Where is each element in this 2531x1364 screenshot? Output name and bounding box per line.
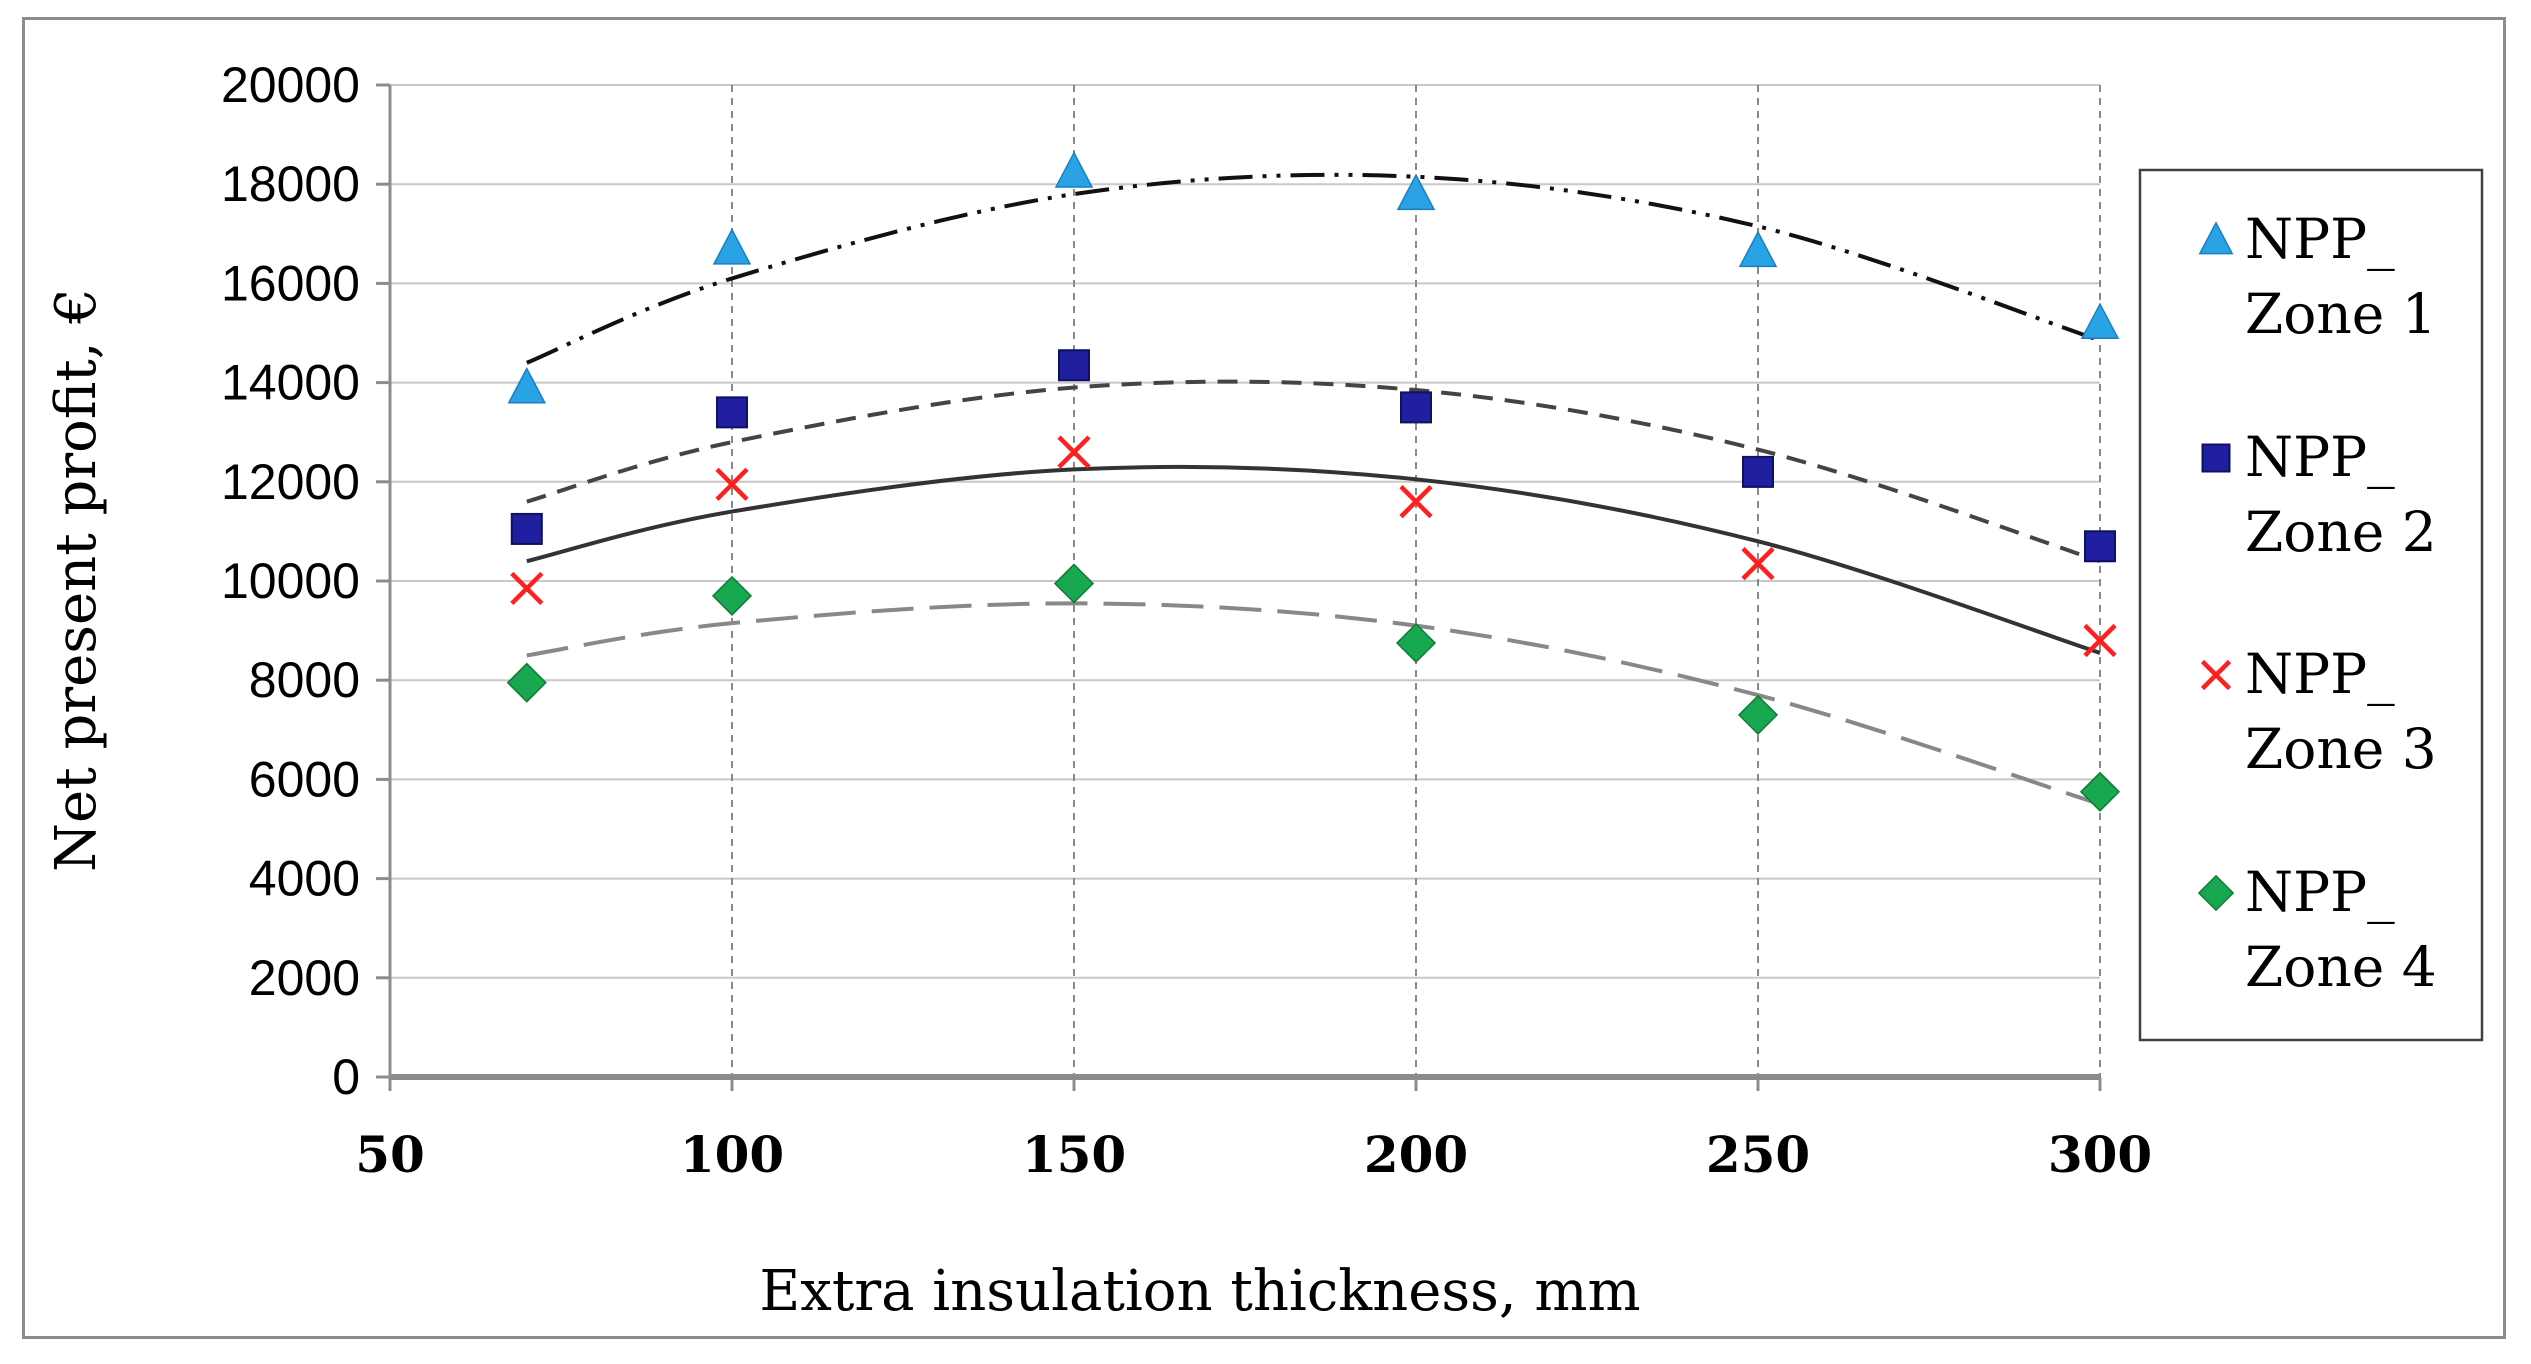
- point-zone-1: [1738, 230, 1778, 268]
- legend: NPP_ Zone 1 NPP_ Zone 2 NPP_ Zone 3 NPP_ Zone 4: [2138, 168, 2484, 1042]
- point-zone-3: [510, 571, 544, 606]
- point-zone-4: [1737, 694, 1779, 735]
- chart-frame: [22, 17, 2506, 1339]
- legend-label-line2: Zone 4: [2245, 935, 2437, 999]
- legend-label-line2: Zone 2: [2245, 500, 2437, 564]
- point-zone-4: [1395, 622, 1437, 664]
- trendline-zone-4: [526, 601, 2101, 807]
- legend-label-line1: NPP_: [2245, 642, 2395, 706]
- point-zone-1: [2080, 302, 2120, 340]
- data-markers: [506, 151, 2121, 812]
- trendline-zone-3: [526, 464, 2101, 655]
- y-tick-label: 14000: [221, 355, 360, 411]
- y-tick-label: 2000: [249, 950, 360, 1006]
- x-tick-label: 200: [1364, 1125, 1468, 1184]
- y-tick-label: 20000: [221, 57, 360, 113]
- legend-label-line1: NPP_: [2245, 860, 2395, 924]
- point-zone-1: [712, 228, 752, 265]
- point-zone-4: [1053, 563, 1095, 604]
- point-zone-3: [1741, 547, 1775, 581]
- point-zone-3: [2083, 623, 2117, 658]
- point-zone-3: [1057, 435, 1091, 469]
- point-zone-4: [711, 575, 753, 616]
- y-tick-label: 8000: [249, 652, 360, 708]
- point-zone-4: [506, 662, 547, 703]
- legend-marker-zone-3: [2200, 659, 2232, 691]
- trendline-zone-1: [526, 172, 2101, 365]
- y-tick-label: 10000: [221, 553, 360, 609]
- point-zone-1: [1396, 173, 1436, 211]
- axes: [376, 83, 2102, 1091]
- legend-marker-zone-4: [2197, 874, 2235, 912]
- y-tick-label: 18000: [221, 156, 360, 212]
- point-zone-2: [716, 396, 748, 429]
- tick-labels: 0 2000 4000 6000 8000 10000 12000 14000 16000 180…: [221, 57, 2152, 1184]
- legend-marker-zone-2: [2201, 443, 2231, 473]
- trendlines: [526, 172, 2101, 807]
- point-zone-1: [507, 366, 547, 404]
- point-zone-2: [1742, 455, 1774, 488]
- y-tick-label: 0: [332, 1049, 360, 1105]
- grid: [390, 84, 2101, 1077]
- legend-marker-zone-1: [2198, 221, 2234, 255]
- point-zone-2: [1058, 349, 1090, 382]
- point-zone-3: [1399, 485, 1433, 519]
- y-axis-title: Net present profit, €: [44, 288, 109, 872]
- trendline-zone-2: [526, 379, 2101, 564]
- x-tick-label: 250: [1706, 1125, 1810, 1184]
- legend-label-line2: Zone 1: [2245, 282, 2437, 346]
- y-tick-label: 16000: [221, 255, 360, 311]
- x-tick-label: 100: [680, 1125, 784, 1184]
- x-tick-label: 150: [1022, 1125, 1126, 1184]
- x-tick-label: 50: [355, 1125, 425, 1184]
- legend-label-line1: NPP_: [2245, 425, 2395, 489]
- legend-box: [2138, 168, 2484, 1042]
- x-axis-title: Extra insulation thickness, mm: [759, 1259, 1640, 1324]
- y-tick-label: 6000: [249, 751, 360, 807]
- point-zone-3: [715, 467, 749, 501]
- point-zone-2: [1400, 391, 1432, 424]
- x-tick-label: 300: [2048, 1125, 2152, 1184]
- legend-label-line2: Zone 3: [2245, 717, 2437, 781]
- point-zone-1: [1054, 151, 1094, 188]
- legend-label-line1: NPP_: [2245, 207, 2395, 271]
- y-tick-label: 4000: [249, 851, 360, 907]
- point-zone-2: [510, 512, 543, 545]
- point-zone-4: [2079, 771, 2121, 812]
- point-zone-2: [2084, 530, 2116, 563]
- y-tick-label: 12000: [221, 454, 360, 510]
